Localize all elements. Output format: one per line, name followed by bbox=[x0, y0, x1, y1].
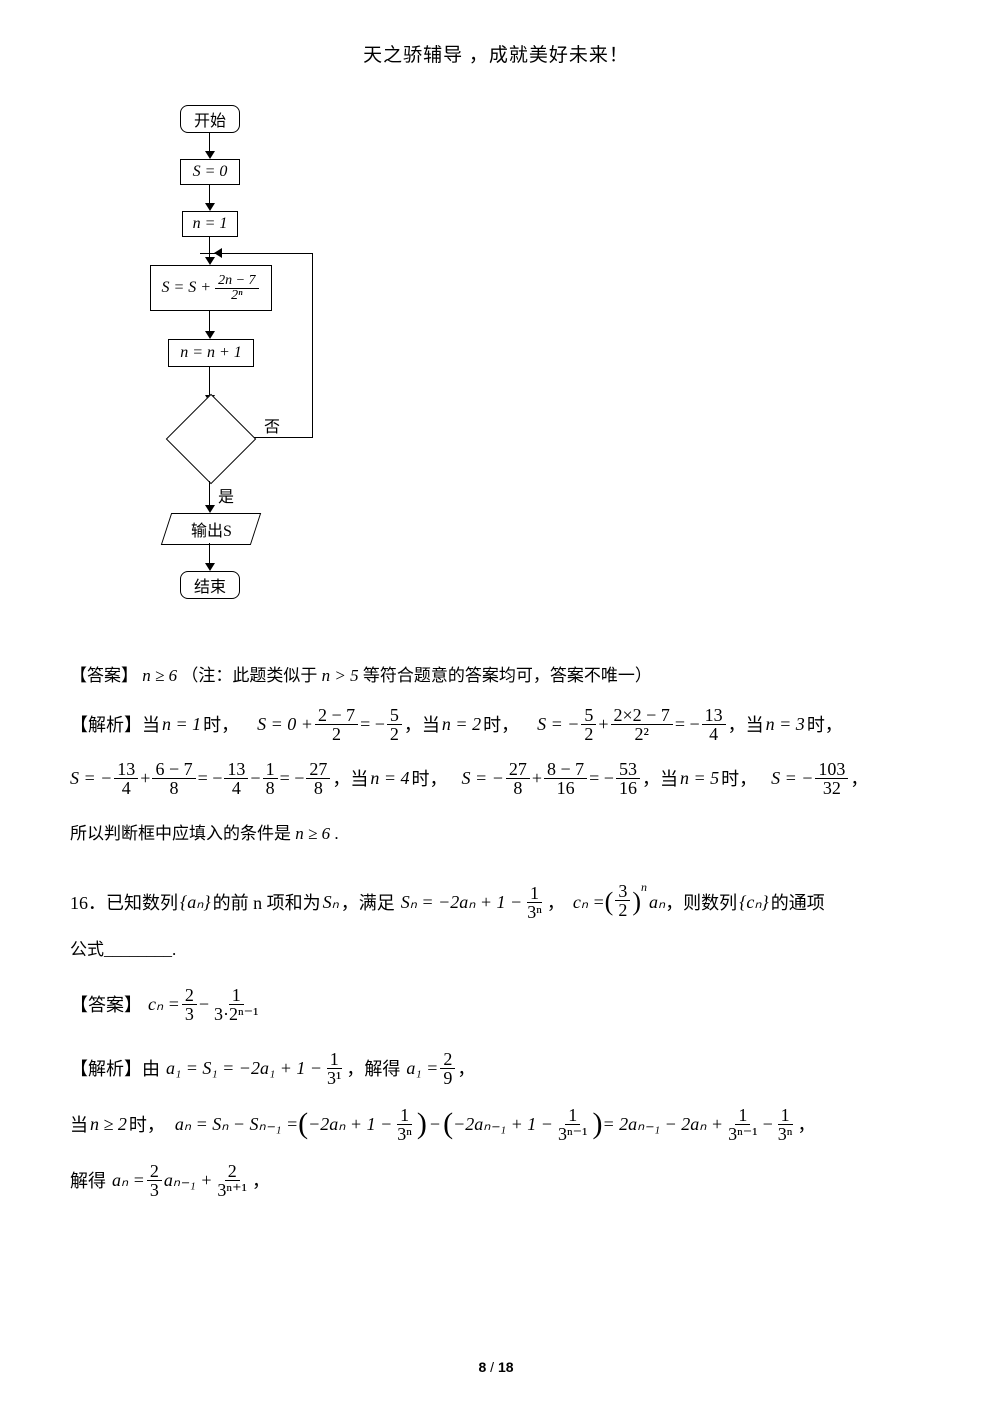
fc-arrow bbox=[205, 257, 215, 265]
fc-edge bbox=[209, 237, 210, 259]
fc-init-s: S = 0 bbox=[180, 159, 240, 185]
answer-note-close: 等符合题意的答案均可，答案不唯一） bbox=[363, 666, 652, 685]
explanation-2-line1: 【解析】 由 a₁ = S₁ = −2a₁ + 1 − 13¹ ，解得 a₁ =… bbox=[70, 1045, 922, 1091]
fc-edge bbox=[312, 253, 313, 438]
fc-arrow bbox=[205, 331, 215, 339]
question-16-line2: 公式________. bbox=[70, 933, 922, 967]
answer-2: 【答案】 cₙ = 23 − 13·2ⁿ⁻¹ bbox=[70, 981, 922, 1027]
fc-init-n: n = 1 bbox=[182, 211, 238, 237]
answer-1: 【答案】 n ≥ 6 （注：此题类似于 n > 5 等符合题意的答案均可，答案不… bbox=[70, 659, 922, 693]
page-total: 18 bbox=[498, 1359, 514, 1375]
fc-no-label: 否 bbox=[264, 413, 280, 437]
page-footer: 8 / 18 bbox=[0, 1359, 992, 1375]
explanation-1-conclusion: 所以判断框中应填入的条件是 n ≥ 6 . bbox=[70, 817, 922, 851]
fc-edge bbox=[209, 311, 210, 333]
explanation-2-line2: 当 n ≥ 2 时， aₙ = Sₙ − Sₙ₋₁ = ( −2aₙ + 1 −… bbox=[70, 1101, 922, 1147]
fc-output: 输出S bbox=[161, 513, 261, 545]
fc-start: 开始 bbox=[180, 105, 240, 133]
explanation-2-line3: 解得 aₙ = 23 aₙ₋₁ + 23ⁿ⁺¹ ， bbox=[70, 1157, 922, 1203]
fc-edge bbox=[209, 185, 210, 205]
fc-edge bbox=[209, 481, 210, 507]
question-16: 16． 已知数列 {aₙ} 的前 n 项和为 Sₙ ，满足 Sₙ = −2aₙ … bbox=[70, 879, 922, 925]
fc-edge bbox=[209, 133, 210, 153]
fc-update-n: n = n + 1 bbox=[168, 339, 254, 367]
answer-note-open: （注：此题类似于 bbox=[181, 666, 317, 685]
fc-decision bbox=[166, 394, 257, 485]
fc-arrow bbox=[205, 505, 215, 513]
page: 天之骄辅导 ，成就美好未来！ 开始 S = 0 n = 1 S = S + 2n… bbox=[0, 0, 992, 1403]
fc-arrow bbox=[205, 563, 215, 571]
fc-edge bbox=[220, 253, 313, 254]
explanation-1-line1: 【解析】 当 n = 1 时， S = 0 + 2 − 72 = − 52 ，当… bbox=[70, 701, 922, 747]
answer-label: 【答案】 bbox=[70, 666, 138, 685]
answer-cond: n ≥ 6 bbox=[142, 666, 177, 685]
fc-update-s: S = S + 2n − 7 2ⁿ bbox=[150, 265, 272, 311]
fc-arrow bbox=[205, 203, 215, 211]
fc-arrow bbox=[214, 248, 222, 258]
page-header: 天之骄辅导 ，成就美好未来！ bbox=[70, 40, 922, 67]
fc-end: 结束 bbox=[180, 571, 240, 599]
flowchart: 开始 S = 0 n = 1 S = S + 2n − 7 2ⁿ n = n +… bbox=[102, 105, 362, 645]
explanation-1-line2: S = − 134 + 6 − 78 = − 134 − 18 = − 278 … bbox=[70, 755, 922, 801]
fc-edge bbox=[209, 367, 210, 397]
fc-edge bbox=[254, 437, 312, 438]
fc-yes-label: 是 bbox=[218, 483, 234, 507]
answer-alt: n > 5 bbox=[322, 666, 359, 685]
fc-edge bbox=[209, 543, 210, 565]
fc-arrow bbox=[205, 151, 215, 159]
